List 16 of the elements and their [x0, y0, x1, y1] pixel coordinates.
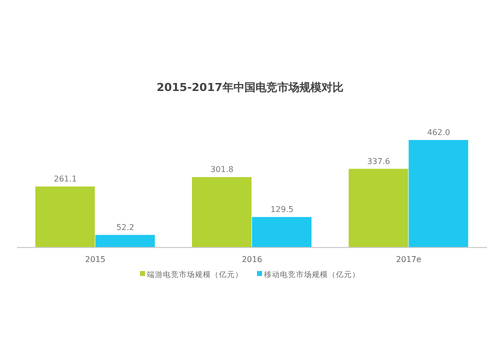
bar: [408, 140, 468, 247]
bar: [95, 234, 155, 247]
x-tick-label: 2017e: [396, 255, 422, 264]
chart-title: 2015-2017年中国电竞市场规模对比: [156, 81, 344, 94]
data-label: 337.6: [367, 156, 390, 166]
bar: [348, 168, 408, 247]
data-label: 52.2: [116, 222, 134, 232]
bar: [35, 186, 95, 247]
x-tick-label: 2015: [85, 255, 106, 264]
x-tick-label: 2016: [242, 255, 262, 264]
bar: [192, 177, 252, 247]
data-label: 261.1: [54, 174, 77, 184]
data-label: 129.5: [270, 205, 294, 214]
bar: [252, 217, 312, 247]
data-label: 301.8: [210, 165, 234, 174]
data-label: 462.0: [427, 128, 450, 137]
